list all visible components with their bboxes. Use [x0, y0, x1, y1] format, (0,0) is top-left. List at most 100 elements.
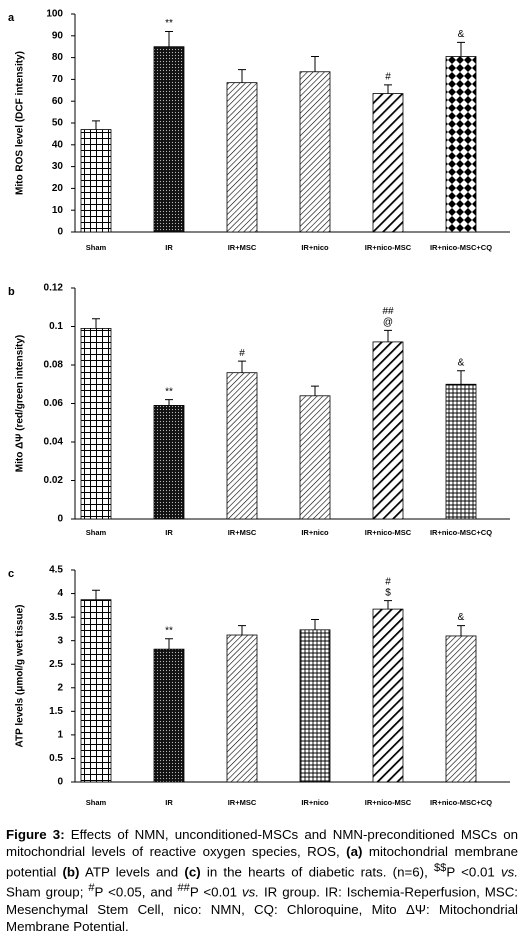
x-tick-label: IR+nico-MSC+CQ — [430, 528, 492, 537]
bar — [372, 341, 404, 520]
y-tick-label: 3.5 — [49, 612, 63, 623]
x-tick-label: IR+nico — [301, 528, 329, 537]
x-tick-label: IR+MSC — [228, 528, 257, 537]
y-tick-label: 10 — [52, 205, 64, 216]
annotation: @ — [383, 317, 393, 328]
y-tick-label: 2 — [57, 682, 63, 693]
bar — [226, 634, 258, 783]
bar — [445, 56, 477, 233]
annotation: ** — [165, 386, 173, 397]
caption-text: (b) — [62, 864, 80, 880]
caption-text: (c) — [184, 864, 201, 880]
y-tick-label: 0.5 — [49, 753, 63, 764]
x-tick-label: IR+nico-MSC — [365, 798, 412, 807]
x-tick-label: Sham — [86, 528, 107, 537]
annotation: & — [458, 29, 465, 40]
x-tick-label: Sham — [86, 243, 107, 252]
bar — [153, 405, 185, 520]
error-bar — [92, 589, 100, 600]
caption-text: ## — [177, 882, 190, 895]
x-tick-label: IR — [165, 528, 173, 537]
annotation: ## — [382, 306, 394, 317]
bar — [80, 328, 112, 520]
panel-label: a — [8, 12, 15, 24]
caption-text: # — [88, 882, 95, 895]
y-axis-title: Mito ROS level (DCF intensity) — [15, 51, 26, 195]
error-bar — [384, 84, 392, 94]
y-tick-label: 0.02 — [44, 475, 64, 486]
y-tick-label: 2.5 — [49, 659, 63, 670]
y-tick-label: 3 — [57, 635, 63, 646]
x-tick-label: IR — [165, 798, 173, 807]
error-bar — [238, 69, 246, 83]
y-tick-label: 0 — [57, 514, 63, 525]
annotation: # — [385, 576, 391, 587]
error-bar — [457, 370, 465, 385]
caption-text: Figure 3: — [6, 827, 65, 842]
y-tick-label: 90 — [52, 30, 64, 41]
bar — [226, 82, 258, 233]
y-tick-label: 0.08 — [44, 360, 64, 371]
panel-label: b — [8, 286, 15, 298]
annotation: # — [239, 348, 245, 359]
bar — [299, 629, 331, 783]
error-bar — [311, 618, 319, 630]
y-axis-title: Mito ΔΨ (red/green intensity) — [15, 335, 26, 473]
caption-text: ATP levels and — [79, 864, 185, 880]
y-tick-label: 4 — [57, 588, 63, 599]
y-tick-label: 0 — [57, 777, 63, 788]
bar — [153, 46, 185, 233]
error-bar — [238, 360, 246, 373]
caption-text: P <0.05, and — [94, 884, 178, 900]
x-tick-label: IR+MSC — [228, 798, 257, 807]
caption-text: P <0.01 — [446, 864, 502, 880]
error-bar — [311, 56, 319, 72]
y-tick-label: 50 — [52, 118, 64, 129]
x-tick-label: IR+nico — [301, 798, 329, 807]
y-tick-label: 40 — [52, 139, 64, 150]
caption-text: $$ — [434, 862, 447, 874]
x-tick-label: Sham — [86, 798, 107, 807]
caption-text: IR group. IR: Ischemia-Reperfusion, MSC:… — [6, 884, 519, 934]
y-tick-label: 80 — [52, 52, 64, 63]
caption-text: Sham group; — [6, 884, 89, 900]
y-tick-label: 100 — [46, 9, 63, 20]
x-tick-label: IR+MSC — [228, 243, 257, 252]
x-tick-label: IR+nico — [301, 243, 329, 252]
panel-label: c — [8, 568, 14, 580]
y-tick-label: 0.04 — [44, 437, 64, 448]
caption-text: vs. — [501, 864, 519, 880]
annotation: & — [458, 612, 465, 623]
bar — [372, 608, 404, 783]
y-tick-label: 70 — [52, 74, 64, 85]
x-tick-label: IR+nico-MSC — [365, 528, 412, 537]
error-bar — [384, 329, 392, 342]
y-tick-label: 0.12 — [44, 283, 64, 294]
error-bar — [457, 41, 465, 57]
error-bar — [92, 318, 100, 329]
bar — [226, 372, 258, 520]
error-bar — [238, 625, 246, 636]
error-bar — [165, 638, 173, 650]
y-tick-label: 0 — [57, 227, 63, 238]
error-bar — [92, 120, 100, 130]
y-tick-label: 60 — [52, 96, 64, 107]
caption-text: in the hearts of diabetic rats. (n=6), — [200, 864, 434, 880]
bar — [445, 383, 477, 520]
caption-text: mitochondrial membrane potential — [6, 844, 519, 880]
x-tick-label: IR — [165, 243, 173, 252]
caption-text: Effects of NMN, unconditioned-MSCs and N… — [6, 827, 518, 859]
x-tick-label: IR+nico-MSC+CQ — [430, 798, 492, 807]
caption-text: (a) — [346, 844, 363, 859]
error-bar — [384, 600, 392, 610]
bar — [80, 599, 112, 783]
caption-text: P <0.01 — [189, 884, 243, 900]
bar — [372, 93, 404, 233]
annotation: # — [385, 71, 391, 82]
y-tick-label: 20 — [52, 183, 64, 194]
y-tick-label: 1 — [57, 730, 63, 741]
y-tick-label: 0.06 — [44, 398, 64, 409]
x-tick-label: IR+nico-MSC+CQ — [430, 243, 492, 252]
